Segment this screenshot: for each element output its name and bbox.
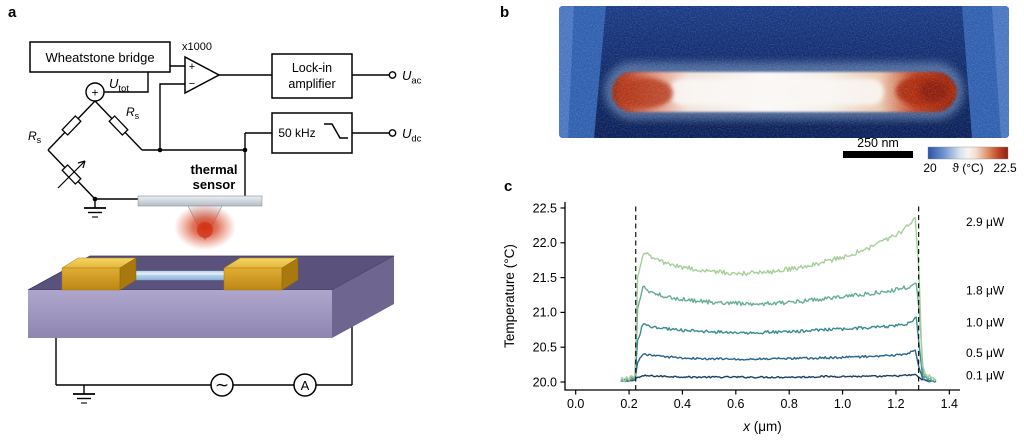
x-tick-label: 0.4 — [674, 397, 691, 411]
x-tick-label: 0.8 — [780, 397, 797, 411]
panel-c-chart: 0.0 0.2 0.4 0.6 0.8 1.0 1.2 1.4 20.0 20.5 21.0 21.5… — [502, 201, 1005, 434]
filter-label: 50 kHz — [278, 126, 315, 140]
ammeter-symbol — [293, 373, 317, 397]
lockin-box — [271, 53, 353, 99]
opamp-minus: − — [189, 78, 195, 90]
y-axis-title: Temperature (°C) — [502, 244, 517, 348]
junction-dot — [242, 147, 248, 153]
series-line — [620, 349, 937, 383]
cantilever-beam — [137, 195, 263, 207]
x-tick-label: 0.2 — [620, 397, 637, 411]
x-tick-label: 1.2 — [887, 397, 904, 411]
ammeter-label: A — [301, 378, 310, 393]
panel-a-label: a — [8, 4, 17, 21]
u-dc-terminal — [388, 129, 397, 137]
opamp-symbol — [184, 55, 221, 95]
colorbar-min-label: 20 — [923, 161, 937, 175]
junction-dot — [157, 147, 163, 153]
scan-noise-texture — [559, 6, 1009, 138]
series-label: 2.9 μW — [966, 215, 1005, 229]
y-tick-label: 21.5 — [533, 271, 557, 285]
series-label: 1.0 μW — [966, 315, 1005, 329]
y-tick-label: 22.0 — [533, 236, 557, 250]
gold-contact-left — [61, 257, 137, 291]
ground-symbol-device — [73, 393, 95, 404]
substrate-side-face — [332, 256, 394, 338]
colorbar-title: ϑ (°C) — [952, 161, 983, 175]
x-tick-label: 1.4 — [941, 397, 958, 411]
y-tick-label: 22.5 — [533, 201, 557, 215]
lowpass-filter-icon — [324, 123, 348, 139]
junction-dot — [92, 196, 98, 202]
x-tick-label: 1.0 — [834, 397, 851, 411]
series-line — [620, 216, 937, 383]
lowpass-filter-box — [271, 112, 353, 154]
substrate-front-face — [28, 290, 332, 338]
afm-scan-image: 250 nm 20 ϑ (°C) 22.5 — [559, 6, 1017, 175]
series-line — [620, 373, 937, 383]
circuit-wires — [47, 65, 389, 394]
thermal-glow — [174, 204, 236, 250]
series-label: 0.5 μW — [966, 346, 1005, 360]
wheatstone-bridge-box — [29, 41, 171, 73]
resistor-upper-right — [108, 115, 129, 136]
ac-source-symbol — [210, 373, 234, 397]
x-axis-title: x (μm) — [742, 419, 782, 434]
x-tick-label: 0.6 — [727, 397, 744, 411]
ground-symbol-bridge — [84, 207, 106, 218]
u-dc-label: Udc — [402, 126, 422, 145]
series-label: 1.8 μW — [966, 283, 1005, 297]
gain-label: x1000 — [182, 41, 212, 53]
gold-contact-right — [223, 257, 299, 291]
variable-resistor-arrow — [57, 160, 86, 189]
colorbar — [927, 146, 1009, 160]
r-s-left-label: Rs — [28, 129, 42, 145]
u-ac-terminal — [388, 71, 397, 79]
scale-bar-label: 250 nm — [857, 136, 899, 150]
series-line — [620, 316, 937, 383]
thermal-sensor-label-line1: thermal — [191, 162, 238, 177]
u-tot-label: Utot — [109, 76, 129, 95]
resistor-upper-left — [61, 115, 82, 136]
series-label: 0.1 μW — [966, 368, 1005, 382]
panel-c-label: c — [504, 178, 513, 195]
colorbar-max-label: 22.5 — [993, 161, 1017, 175]
voltage-source-plus: + — [91, 86, 98, 100]
series-line — [620, 282, 937, 383]
thermal-sensor-label-line2: sensor — [193, 177, 236, 192]
opamp-plus: + — [189, 61, 195, 73]
y-tick-label: 21.0 — [533, 306, 557, 320]
lockin-label-line1: Lock-in — [292, 61, 332, 75]
circuit-diagram: Wheatstone bridge + Utot Rs Rs x1000 + − — [27, 41, 422, 404]
voltage-source-symbol — [85, 82, 105, 102]
panel-b-label: b — [500, 4, 510, 21]
wheatstone-bridge-label: Wheatstone bridge — [45, 50, 154, 65]
axis-spines — [564, 202, 960, 391]
scale-bar — [843, 151, 913, 158]
y-tick-label: 20.5 — [533, 341, 557, 355]
u-ac-label: Uac — [402, 68, 422, 87]
y-tick-label: 20.0 — [533, 375, 557, 389]
ac-source-glyph: ∼ — [215, 376, 229, 395]
lockin-label-line2: amplifier — [288, 77, 335, 91]
x-tick-label: 0.0 — [567, 397, 584, 411]
r-s-right-label: Rs — [126, 105, 140, 121]
afm-scan-area — [559, 6, 1009, 138]
